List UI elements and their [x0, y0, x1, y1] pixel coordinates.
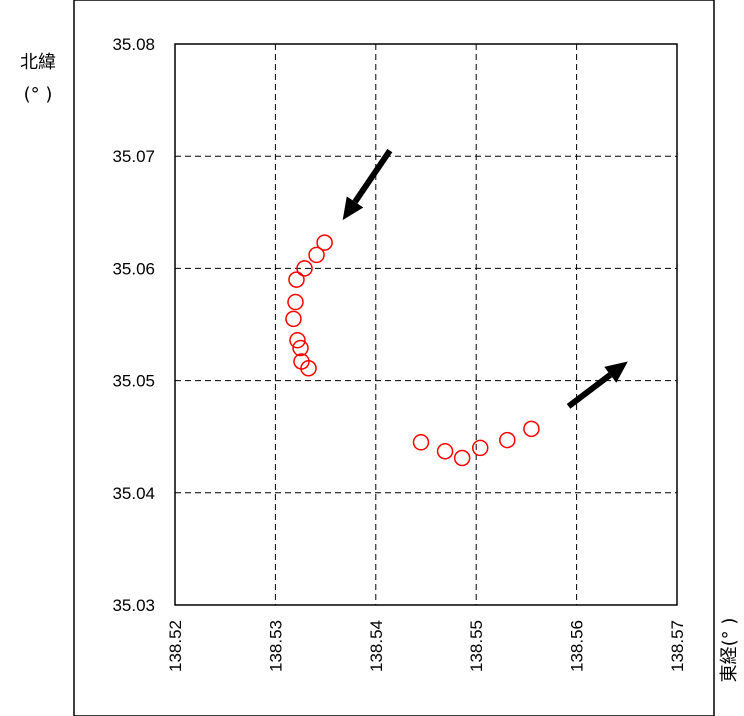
tick-labels: 35.03 35.04 35.05 35.06 35.07 35.08 138.52 138.… [112, 35, 687, 672]
y-tick-label: 35.07 [112, 147, 155, 166]
x-axis-label: 東経(° ) [719, 618, 740, 683]
data-point [523, 420, 540, 438]
y-tick-label: 35.06 [112, 259, 155, 278]
y-axis-label-line2: (° ) [24, 84, 53, 105]
data-point [296, 260, 313, 277]
y-tick-label: 35.08 [112, 35, 155, 54]
x-tick-label: 138.57 [668, 620, 687, 672]
data-point [436, 443, 454, 460]
direction-arrow [566, 361, 628, 409]
plot-area-border [174, 43, 678, 606]
x-tick-label: 138.55 [467, 620, 486, 672]
arrow-shaft [352, 148, 393, 204]
grid-lines [175, 44, 677, 605]
y-tick-label: 35.04 [112, 484, 155, 503]
x-tick-label: 138.56 [568, 620, 587, 672]
y-tick-label: 35.05 [112, 372, 155, 391]
outer-frame [73, 0, 715, 716]
data-point [288, 271, 305, 288]
data-point [499, 431, 516, 449]
arrow-shaft [566, 372, 613, 409]
data-point [453, 449, 471, 467]
y-axis-label-line1: 北緯 [20, 52, 56, 73]
data-point [289, 331, 306, 349]
x-tick-label: 138.54 [367, 620, 386, 672]
data-point [287, 293, 304, 311]
data-point [300, 360, 317, 377]
data-point [471, 439, 489, 457]
direction-arrow [342, 148, 393, 221]
y-tick-label: 35.03 [112, 596, 155, 615]
data-point [316, 234, 333, 251]
x-tick-label: 138.53 [266, 620, 285, 672]
data-point [292, 339, 309, 357]
data-point [285, 310, 302, 328]
x-tick-label: 138.52 [166, 620, 185, 672]
data-point [412, 434, 430, 451]
data-points [285, 234, 540, 467]
data-point [308, 246, 325, 264]
arrow-head [342, 196, 364, 221]
arrow-head [604, 361, 628, 383]
direction-arrows [342, 148, 628, 409]
